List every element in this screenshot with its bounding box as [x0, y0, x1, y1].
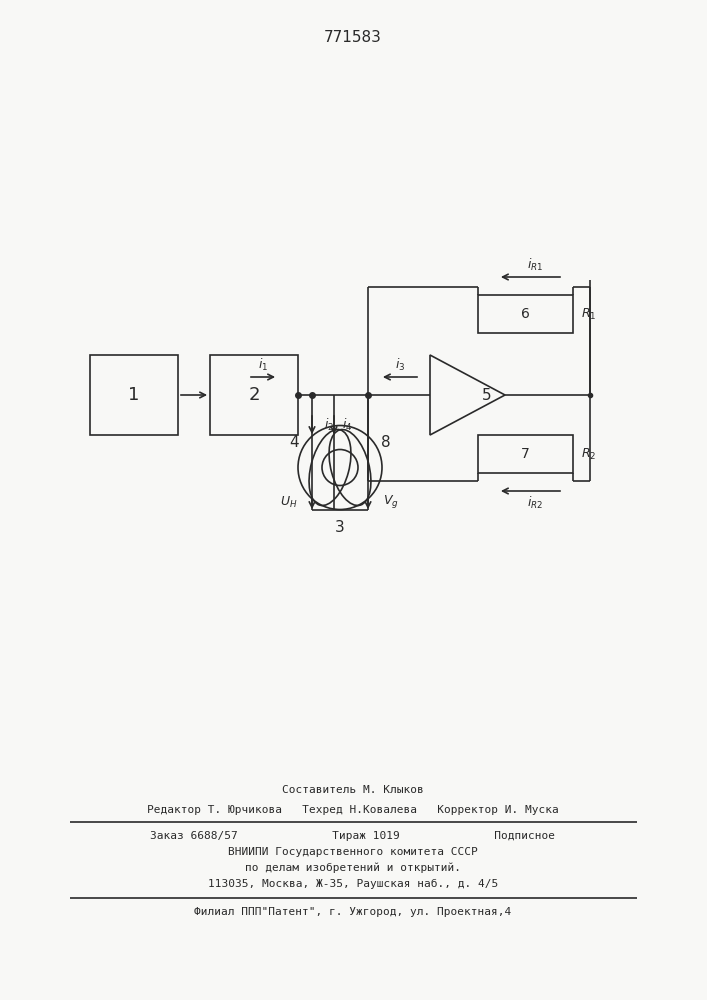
Text: Редактор Т. Юрчикова   Техред Н.Ковалева   Корректор И. Муска: Редактор Т. Юрчикова Техред Н.Ковалева К…	[147, 805, 559, 815]
Text: 771583: 771583	[324, 30, 382, 45]
Bar	[478, 435, 573, 473]
Text: $i_1$: $i_1$	[258, 357, 268, 373]
Text: $i_2$: $i_2$	[324, 417, 334, 433]
Text: $U_H$: $U_H$	[279, 494, 297, 510]
Bar	[90, 355, 178, 435]
Text: 113035, Москва, Ж-35, Раушская наб., д. 4/5: 113035, Москва, Ж-35, Раушская наб., д. …	[208, 879, 498, 889]
Text: 4: 4	[289, 435, 299, 450]
Text: $V_g$: $V_g$	[383, 493, 399, 510]
Text: по делам изобретений и открытий.: по делам изобретений и открытий.	[245, 863, 461, 873]
Text: Заказ 6688/57              Тираж 1019              Подписное: Заказ 6688/57 Тираж 1019 Подписное	[151, 831, 556, 841]
Text: 1: 1	[128, 386, 140, 404]
Text: $R_1$: $R_1$	[581, 306, 597, 322]
Text: 5: 5	[481, 387, 491, 402]
Text: Филиал ППП"Патент", г. Ужгород, ул. Проектная,4: Филиал ППП"Патент", г. Ужгород, ул. Прое…	[194, 907, 512, 917]
Text: $R_2$: $R_2$	[581, 446, 596, 462]
Text: $i_{R1}$: $i_{R1}$	[527, 257, 544, 273]
Text: 7: 7	[521, 447, 530, 461]
Bar	[478, 295, 573, 333]
Text: Составитель М. Клыков: Составитель М. Клыков	[282, 785, 424, 795]
Text: 8: 8	[381, 435, 391, 450]
Text: 6: 6	[521, 307, 530, 321]
Text: 2: 2	[248, 386, 259, 404]
Text: 3: 3	[335, 520, 345, 536]
Bar	[210, 355, 298, 435]
Text: $i_4$: $i_4$	[342, 417, 353, 433]
Text: $i_{R2}$: $i_{R2}$	[527, 495, 544, 511]
Text: ВНИИПИ Государственного комитета СССР: ВНИИПИ Государственного комитета СССР	[228, 847, 478, 857]
Text: $i_3$: $i_3$	[395, 357, 405, 373]
